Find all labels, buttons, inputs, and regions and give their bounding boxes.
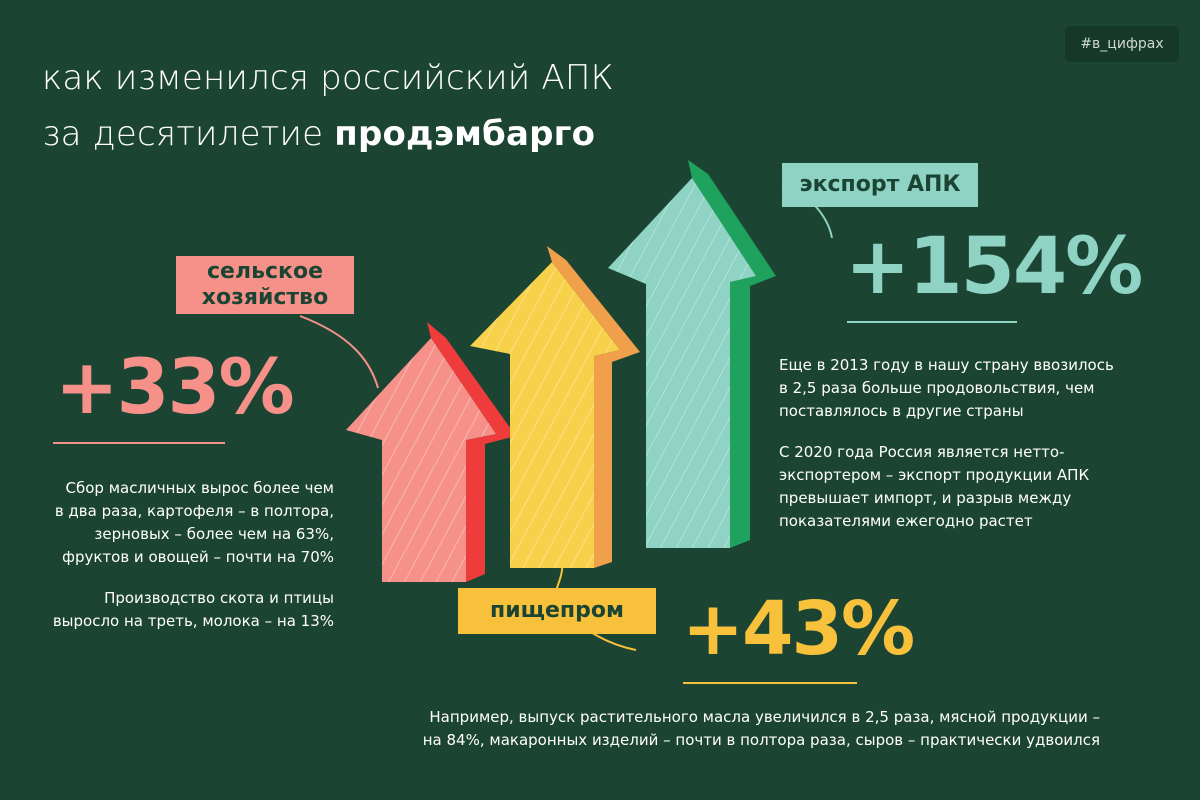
food-industry-paragraph-1: Например, выпуск растительного масла уве… <box>422 708 1100 749</box>
title-line-1: как изменился российский АПК <box>42 58 614 98</box>
food-industry-divider <box>683 682 857 684</box>
export-divider <box>847 321 1017 323</box>
arrow-food-industry <box>470 246 640 568</box>
label-food-industry: пищепром <box>458 588 656 634</box>
food-industry-text: Например, выпуск растительного масла уве… <box>400 706 1100 770</box>
agriculture-paragraph-1: Сбор масличных вырос более чем в два раз… <box>54 479 334 566</box>
title-line-2: за десятилетие продэмбарго <box>42 106 614 162</box>
page-title: как изменился российский АПК за десятиле… <box>42 50 614 162</box>
arrow-food-industry-side <box>547 246 640 568</box>
agriculture-text: Сбор масличных вырос более чем в два раз… <box>30 477 334 651</box>
connector-agriculture <box>299 315 379 389</box>
agriculture-percent: +33% <box>55 342 295 431</box>
food-industry-percent: +43% <box>682 586 915 672</box>
title-line-2-bold: продэмбарго <box>334 114 596 154</box>
title-line-2-prefix: за десятилетие <box>42 114 335 154</box>
export-paragraph-1: Еще в 2013 году в нашу страну ввозилось … <box>779 356 1114 420</box>
export-text: Еще в 2013 году в нашу страну ввозилось … <box>779 354 1119 551</box>
export-percent: +154% <box>845 222 1143 312</box>
arrow-export <box>608 160 776 548</box>
agriculture-divider <box>53 442 225 444</box>
arrow-agriculture-side <box>427 322 516 582</box>
agriculture-paragraph-2: Производство скота и птицы выросло на тр… <box>52 589 334 630</box>
label-agriculture: сельское хозяйство <box>176 256 354 314</box>
label-agriculture-line2: хозяйство <box>201 285 329 310</box>
label-export: экспорт АПК <box>782 163 978 207</box>
hashtag-badge: #в_цифрах <box>1065 26 1179 62</box>
label-agriculture-line1: сельское <box>207 259 323 284</box>
arrow-agriculture <box>346 322 516 582</box>
export-paragraph-2: С 2020 года Россия является нетто- экспо… <box>779 443 1090 530</box>
arrow-export-side <box>688 160 776 548</box>
